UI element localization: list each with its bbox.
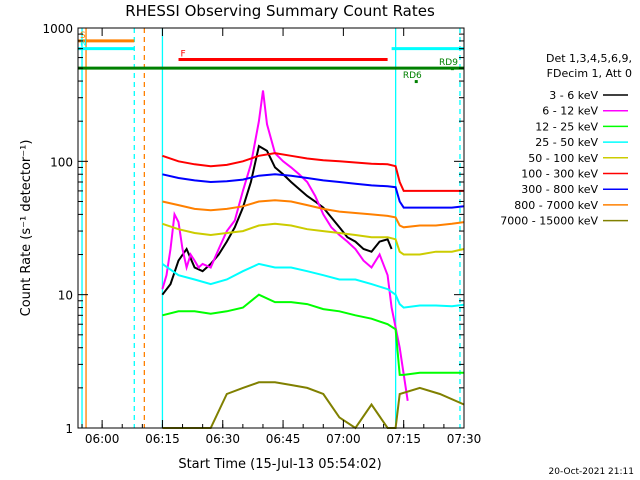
series-line-5	[162, 152, 464, 192]
legend-label-1: 6 - 12 keV	[542, 105, 598, 118]
y-tick-label-3: 1000	[42, 22, 73, 36]
y-tick-label-1: 10	[58, 289, 73, 303]
x-tick-label-1: 06:15	[145, 432, 180, 446]
legend-label-0: 3 - 6 keV	[549, 89, 598, 102]
flag-label-6: RD9	[439, 58, 458, 68]
x-tick-label-4: 07:00	[326, 432, 361, 446]
timestamp: 20-Oct-2021 21:11	[549, 467, 634, 477]
series-line-1	[161, 90, 409, 401]
flag-dot-6	[450, 67, 454, 71]
y-axis-label: Count Rate (s⁻¹ detector⁻¹)	[19, 140, 34, 317]
legend-label-4: 50 - 100 keV	[528, 152, 598, 165]
legend-label-5: 100 - 300 keV	[521, 168, 598, 181]
flag-label-5: RD6	[403, 71, 422, 81]
y-tick-label-2: 100	[50, 155, 73, 169]
legend-label-6: 300 - 800 keV	[521, 183, 598, 196]
x-tick-label-5: 07:15	[386, 432, 421, 446]
x-tick-label-6: 07:30	[447, 432, 482, 446]
flag-label-1: N	[80, 39, 87, 49]
legend-label-3: 25 - 50 keV	[535, 136, 598, 149]
x-axis-label: Start Time (15-Jul-13 05:54:02)	[178, 457, 381, 472]
series-line-8	[162, 381, 465, 430]
legend-label-7: 800 - 7000 keV	[514, 199, 598, 212]
legend-label-8: 7000 - 15000 keV	[500, 215, 598, 228]
series-line-7	[162, 199, 465, 229]
series-line-4	[162, 222, 465, 256]
flag-label-0: S	[80, 31, 86, 41]
chart-title: RHESSI Observing Summary Count Rates	[125, 2, 435, 20]
series-line-6	[162, 173, 465, 209]
y-tick-label-0: 1	[65, 422, 73, 436]
legend-header-line-2: FDecim 1, Att 0	[547, 67, 632, 80]
series-line-3	[161, 262, 465, 309]
x-tick-label-2: 06:30	[205, 432, 240, 446]
plot-frame	[77, 27, 465, 429]
x-tick-label-3: 06:45	[266, 432, 301, 446]
legend-header-line-1: Det 1,3,4,5,6,9,	[546, 52, 632, 65]
flag-dot-5	[414, 80, 418, 84]
series-line-0	[161, 144, 393, 296]
series-line-2	[162, 293, 464, 376]
flag-label-2: F	[181, 50, 186, 60]
x-tick-label-0: 06:00	[85, 432, 120, 446]
legend-label-2: 12 - 25 keV	[535, 120, 598, 133]
